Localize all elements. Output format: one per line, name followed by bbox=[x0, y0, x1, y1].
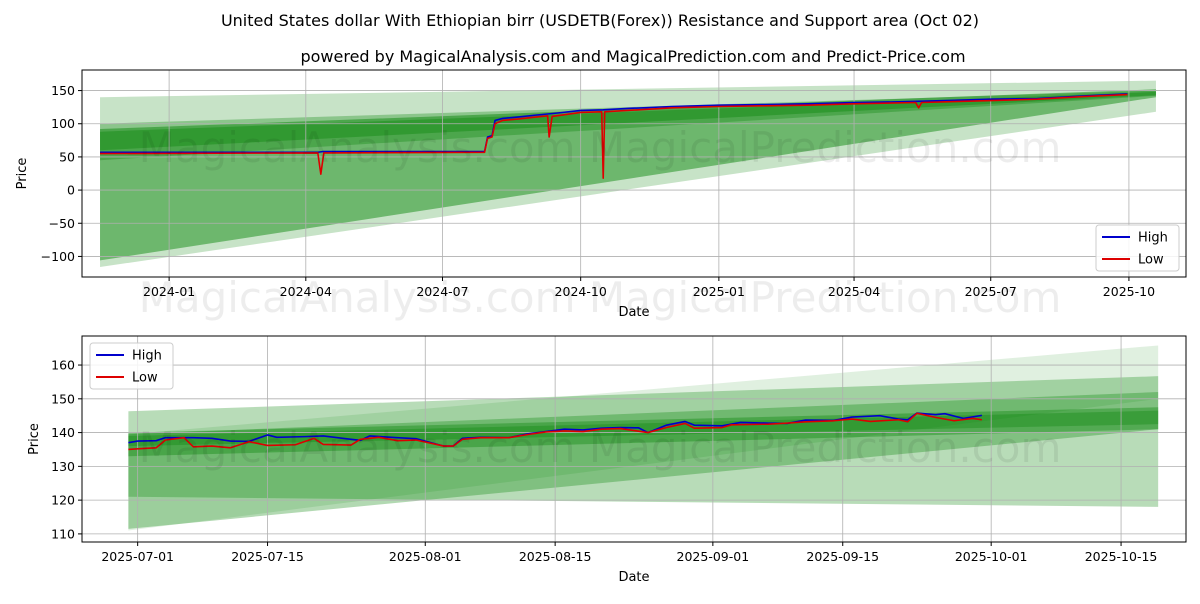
y-tick-label: −50 bbox=[49, 216, 75, 231]
y-tick-label: 120 bbox=[51, 493, 75, 508]
y-tick-label: 150 bbox=[51, 83, 75, 98]
x-tick-label: 2025-04 bbox=[828, 284, 880, 299]
axes-frame bbox=[81, 69, 1187, 278]
x-axis-label: Date bbox=[618, 305, 649, 320]
upper-flat-band bbox=[128, 376, 1159, 507]
x-tick-label: 2025-08-15 bbox=[519, 549, 592, 564]
watermark: MagicalAnalysis.com MagicalPrediction.co… bbox=[139, 423, 1062, 472]
watermark: MagicalAnalysis.com MagicalPrediction.co… bbox=[139, 273, 1062, 322]
core-band bbox=[100, 91, 1156, 151]
top-chart: MagicalAnalysis.com MagicalPrediction.co… bbox=[15, 69, 1187, 322]
x-tick-label: 2025-07 bbox=[965, 284, 1017, 299]
light-rising-band bbox=[128, 345, 1159, 531]
x-tick-label: 2024-10 bbox=[555, 284, 607, 299]
series-line-low bbox=[100, 93, 1128, 179]
x-tick-label: 2025-07-01 bbox=[101, 549, 174, 564]
wide-support-band bbox=[100, 89, 1156, 261]
y-axis-label: Price bbox=[27, 423, 42, 455]
legend: High Low bbox=[1095, 224, 1180, 272]
x-tick-label: 2025-09-01 bbox=[677, 549, 750, 564]
chart-title: United States dollar With Ethiopian birr… bbox=[221, 11, 979, 30]
x-tick-label: 2025-10-01 bbox=[955, 549, 1028, 564]
rising-support-band bbox=[128, 392, 1159, 529]
watermark: MagicalAnalysis.com MagicalPrediction.co… bbox=[139, 123, 1062, 172]
legend-label-high: High bbox=[1138, 231, 1168, 246]
bottom-chart: MagicalAnalysis.com MagicalPrediction.co… bbox=[27, 335, 1187, 585]
x-tick-label: 2025-08-01 bbox=[389, 549, 462, 564]
y-tick-label: 0 bbox=[67, 183, 75, 198]
plot-area bbox=[82, 70, 1186, 277]
axes-frame bbox=[81, 335, 1187, 543]
x-tick-label: 2024-07 bbox=[416, 284, 468, 299]
y-tick-label: 140 bbox=[51, 425, 75, 440]
x-axis-label: Date bbox=[618, 570, 649, 585]
light-band bbox=[100, 80, 1156, 268]
legend-label-low: Low bbox=[1138, 253, 1164, 268]
resistance-band bbox=[100, 90, 1156, 161]
y-tick-label: 130 bbox=[51, 459, 75, 474]
x-tick-label: 2025-10 bbox=[1103, 284, 1155, 299]
y-tick-label: −100 bbox=[41, 249, 75, 264]
x-tick-label: 2025-07-15 bbox=[231, 549, 304, 564]
y-tick-label: 150 bbox=[51, 391, 75, 406]
x-tick-label: 2025-01 bbox=[693, 284, 745, 299]
y-tick-label: 110 bbox=[51, 526, 75, 541]
x-tick-label: 2024-04 bbox=[280, 284, 332, 299]
legend-label-high: High bbox=[132, 349, 162, 364]
legend-label-low: Low bbox=[132, 371, 158, 386]
y-axis-label: Price bbox=[15, 158, 30, 190]
y-tick-label: 160 bbox=[51, 358, 75, 373]
series-line-low bbox=[128, 412, 983, 451]
y-tick-label: 50 bbox=[59, 149, 75, 164]
series-line-high bbox=[128, 412, 983, 447]
series-line-high bbox=[100, 93, 1128, 154]
chart-subtitle: powered by MagicalAnalysis.com and Magic… bbox=[300, 47, 965, 66]
x-tick-label: 2025-10-15 bbox=[1085, 549, 1158, 564]
legend: High Low bbox=[89, 342, 174, 390]
plot-area bbox=[82, 336, 1186, 542]
x-tick-label: 2024-01 bbox=[143, 284, 195, 299]
y-tick-label: 100 bbox=[51, 116, 75, 131]
x-tick-label: 2025-09-15 bbox=[806, 549, 879, 564]
